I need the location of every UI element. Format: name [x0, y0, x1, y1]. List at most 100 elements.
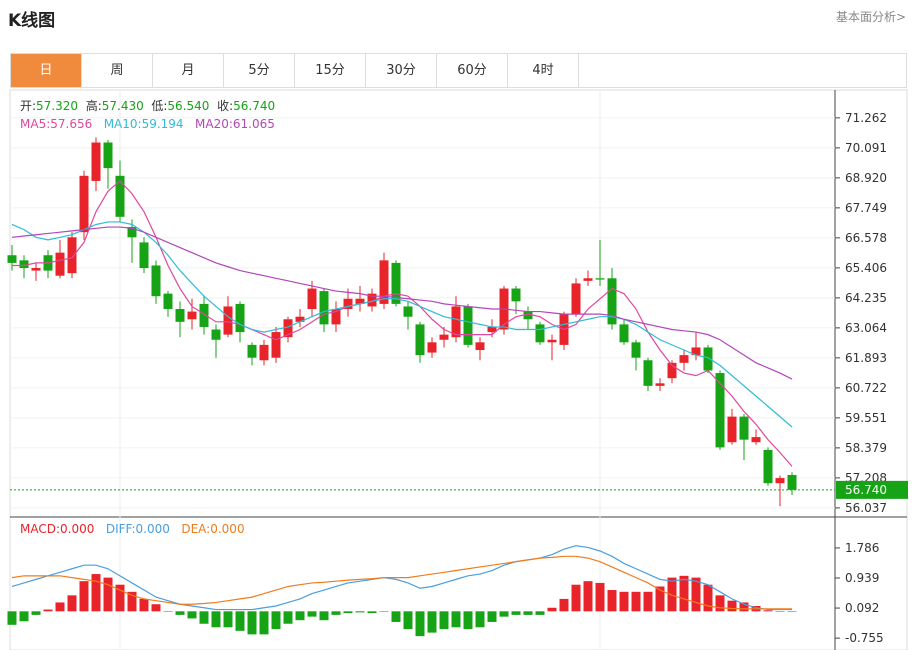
legend-gap: [92, 117, 103, 131]
candle-body: [715, 373, 725, 448]
period-tab[interactable]: 月: [153, 54, 224, 87]
last-price-label: 56.740: [845, 483, 887, 497]
macd-bar: [355, 611, 365, 613]
info-gap: [275, 99, 283, 113]
macd-bar: [787, 611, 797, 612]
y-tick-label: 58.379: [845, 441, 887, 455]
legend-name: MACD:: [20, 522, 60, 536]
macd-bar: [91, 574, 101, 612]
macd-bar: [643, 591, 653, 612]
macd-bar: [439, 611, 449, 630]
candle-body: [763, 449, 773, 484]
info-label: 开:: [20, 99, 36, 113]
candle-body: [151, 265, 161, 297]
macd-bar: [571, 584, 581, 612]
candle-body: [643, 360, 653, 386]
period-tab[interactable]: 日: [11, 54, 82, 87]
y-tick-label: 68.920: [845, 171, 887, 185]
info-value: 57.320: [36, 99, 78, 113]
candle-body: [223, 306, 233, 335]
legend: MA5:57.656 MA10:59.194 MA20:61.065: [20, 117, 286, 131]
macd-bar: [535, 611, 545, 615]
info-label: 收:: [217, 99, 233, 113]
y-tick-label: 56.037: [845, 501, 887, 515]
page-title: K线图: [8, 11, 56, 31]
y-tick-label: 67.749: [845, 201, 887, 215]
candle-body: [367, 293, 377, 307]
macd-bar: [391, 611, 401, 622]
y-tick-label: 0.939: [845, 571, 879, 585]
y-tick-label: 59.551: [845, 411, 887, 425]
candle-body: [571, 283, 581, 315]
macd-bar: [223, 611, 233, 628]
legend-name: MA20:: [195, 117, 233, 131]
macd-bar: [235, 611, 245, 631]
candle-body: [295, 316, 305, 322]
info-label: 低:: [151, 99, 167, 113]
macd-bar: [187, 611, 197, 619]
candle-body: [67, 237, 77, 274]
macd-bar: [67, 595, 77, 612]
candle-body: [535, 324, 545, 343]
candle-body: [451, 306, 461, 338]
candle-body: [91, 142, 101, 181]
fundamental-link[interactable]: 基本面分析>: [835, 10, 906, 24]
candle-body: [403, 306, 413, 317]
y-tick-label: 61.893: [845, 351, 887, 365]
macd-line: [11, 545, 792, 611]
macd-bar: [739, 602, 749, 612]
plot-frame: [9, 89, 908, 650]
period-tab[interactable]: 60分: [437, 54, 508, 87]
macd-bar: [655, 586, 665, 612]
candle-body: [439, 334, 449, 340]
candle-body: [103, 142, 113, 169]
legend-name: MA5:: [20, 117, 50, 131]
period-tab[interactable]: 15分: [295, 54, 366, 87]
candle-body: [187, 311, 197, 320]
y-tick-label: 60.722: [845, 381, 887, 395]
macd-bar: [19, 611, 29, 622]
info-value: 56.540: [167, 99, 209, 113]
candle-body: [319, 291, 329, 325]
info-value: 57.430: [102, 99, 144, 113]
macd-bar: [475, 611, 485, 628]
macd-line: [11, 555, 792, 610]
legend-value: 57.656: [50, 117, 92, 131]
y-tick-label: 0.092: [845, 601, 879, 615]
macd-bar: [139, 598, 149, 612]
candle-body: [547, 339, 557, 343]
legend-gap: [170, 522, 181, 536]
macd-bar: [703, 584, 713, 612]
ohlc-info: 开:57.320 高:57.430 低:56.540 收:56.740: [20, 98, 283, 113]
macd-bar: [511, 611, 521, 615]
macd-bar: [403, 611, 413, 630]
candle-body: [259, 344, 269, 361]
legend-value: 59.194: [142, 117, 184, 131]
macd-bar: [271, 611, 281, 630]
candle-body: [247, 344, 257, 358]
candle-body: [463, 306, 473, 345]
info-gap: [144, 99, 152, 113]
candle-body: [691, 347, 701, 356]
period-tab[interactable]: 周: [82, 54, 153, 87]
macd-bar: [775, 611, 785, 612]
period-tab[interactable]: 4时: [508, 54, 579, 87]
macd-bar: [31, 611, 41, 615]
macd-bar: [715, 595, 725, 612]
candle-body: [379, 260, 389, 304]
y-tick-label: 71.262: [845, 111, 887, 125]
period-tab[interactable]: 30分: [366, 54, 437, 87]
macd-bar: [211, 611, 221, 628]
candle-body: [139, 242, 149, 269]
y-tick-label: 70.091: [845, 141, 887, 155]
macd-bar: [427, 611, 437, 633]
y-tick-label: 66.578: [845, 231, 887, 245]
candle-body: [79, 175, 89, 233]
last-price-box: [836, 480, 908, 499]
macd-bar: [283, 611, 293, 624]
candle-body: [31, 268, 41, 271]
macd-bar: [259, 611, 269, 635]
period-tab[interactable]: 5分: [224, 54, 295, 87]
candle-body: [271, 332, 281, 358]
ma-line: [11, 221, 793, 428]
